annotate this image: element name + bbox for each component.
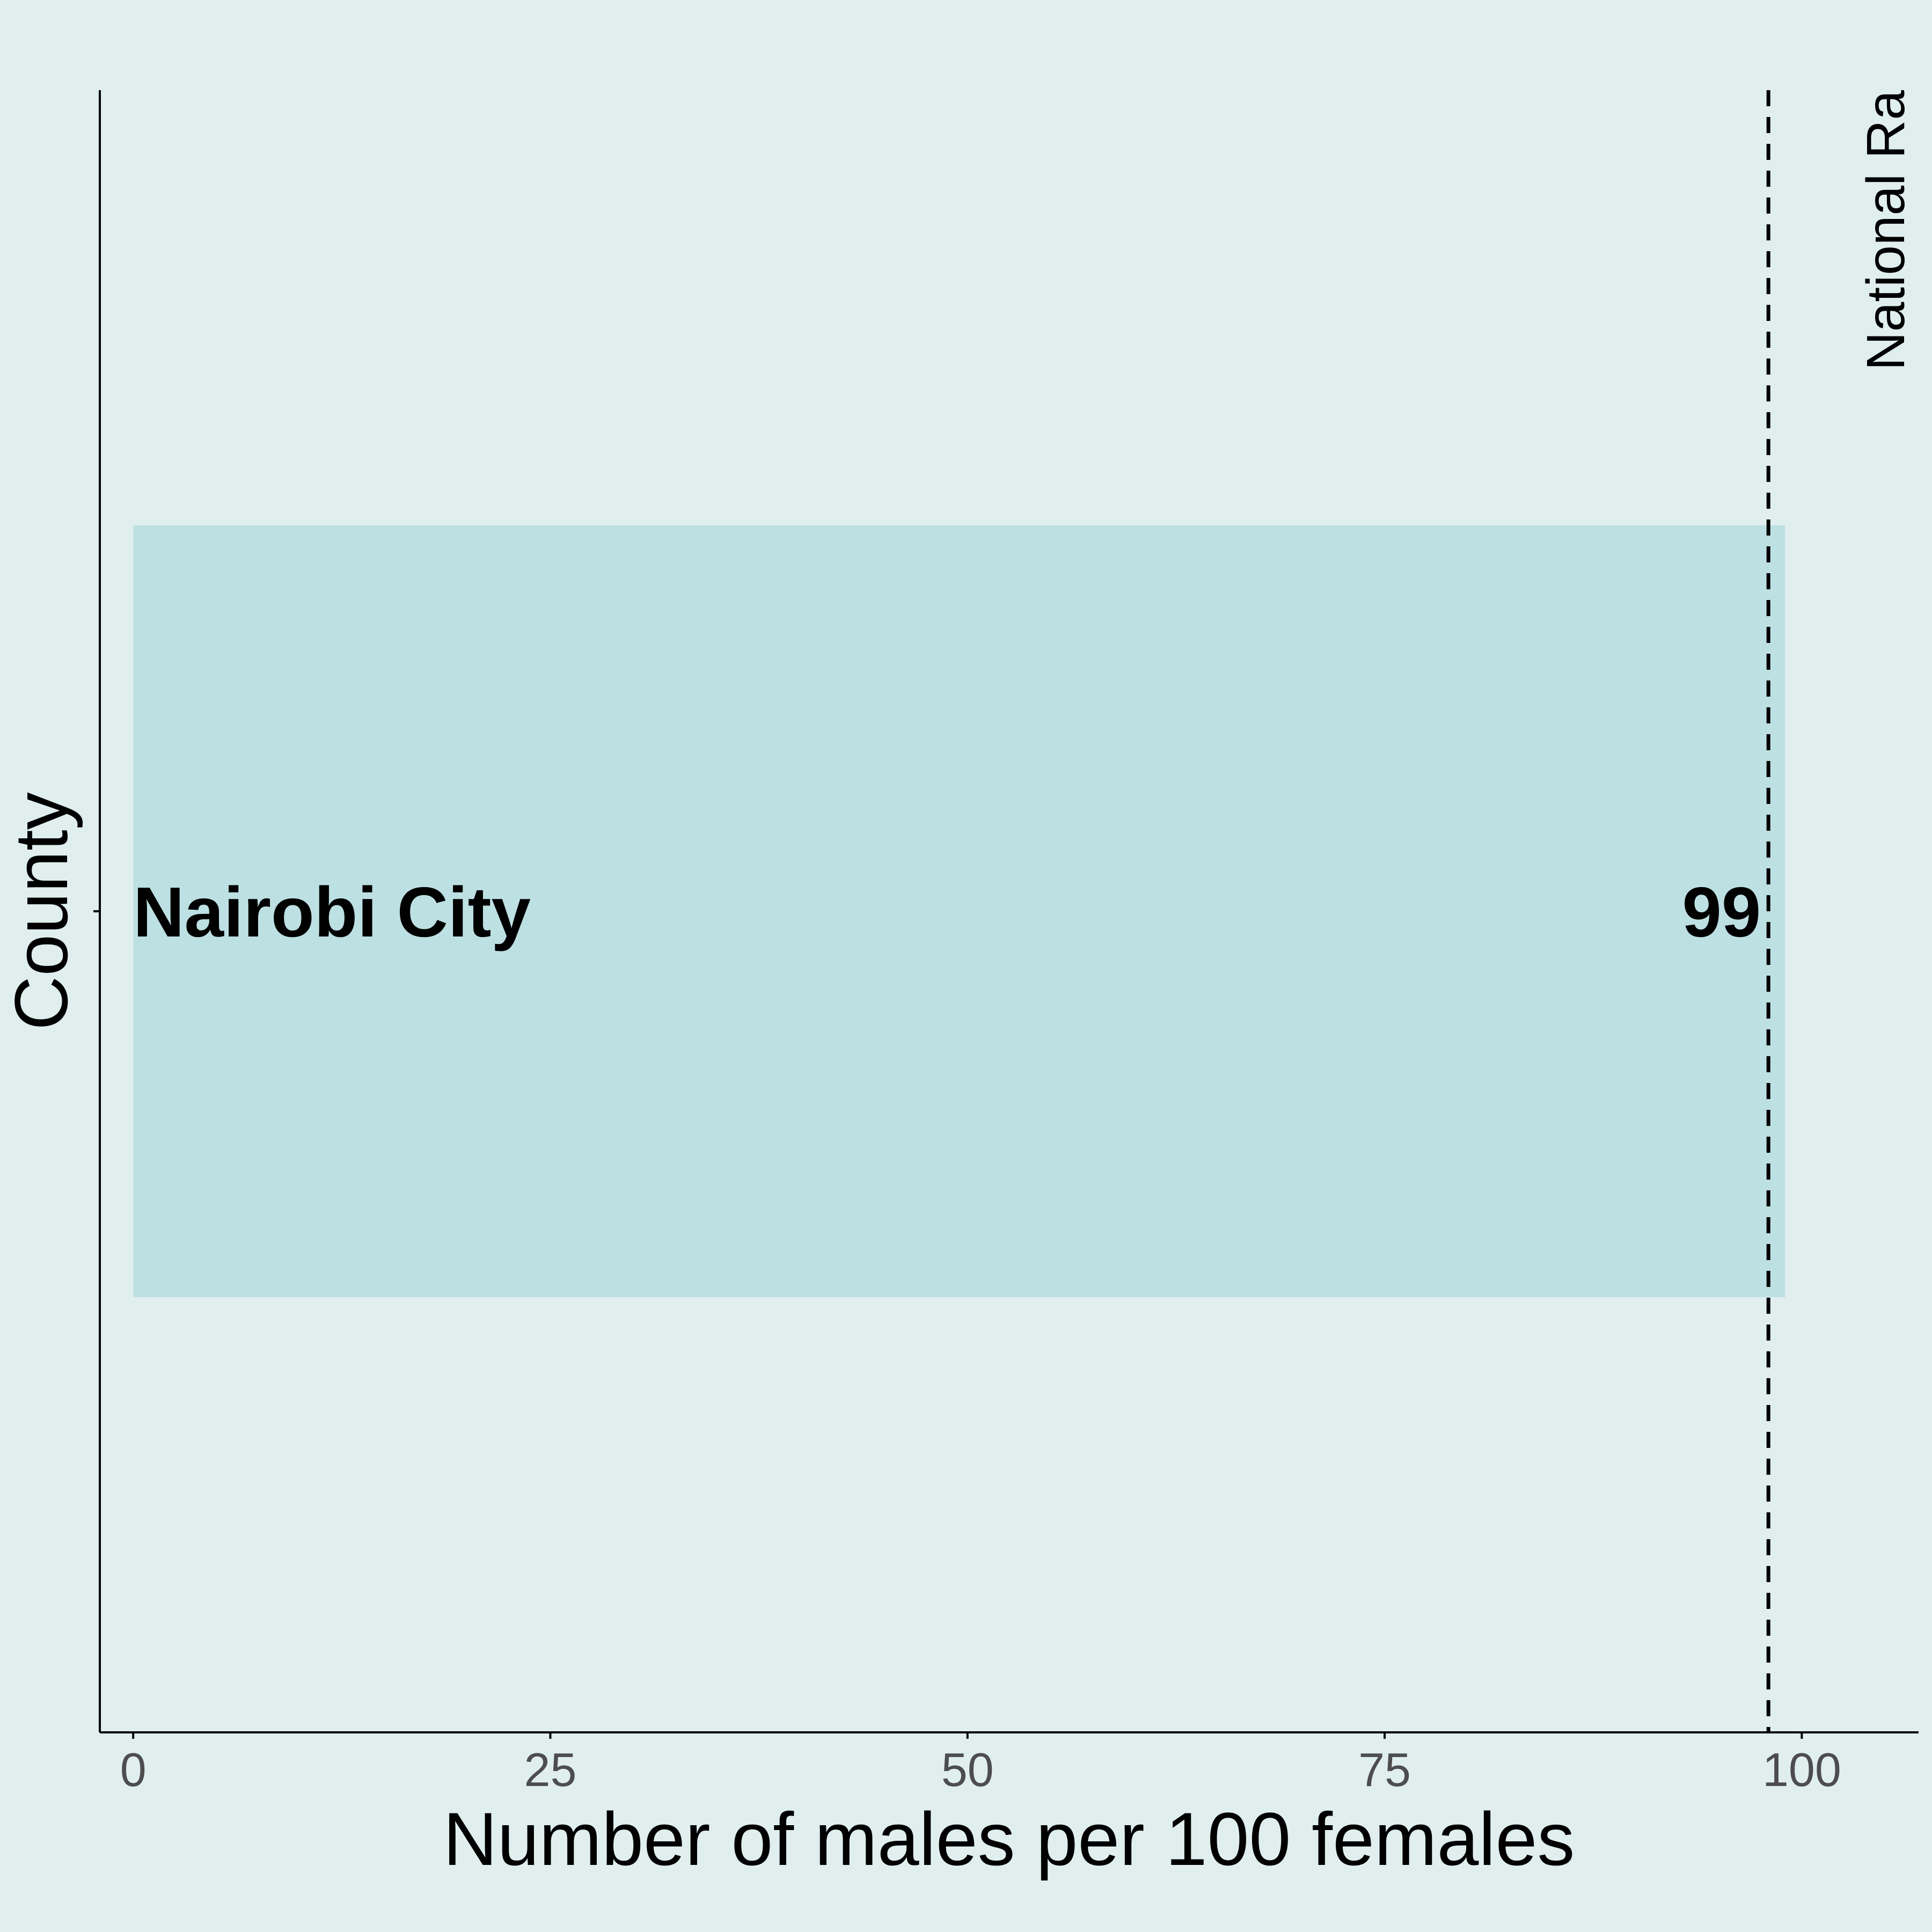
x-axis-title: Number of males per 100 females	[443, 1797, 1575, 1881]
bars-layer: Nairobi City 99	[133, 525, 1785, 1298]
bar-value-label: 99	[1682, 873, 1761, 952]
x-ticks-layer: 0 25 50 75 100	[120, 1732, 1841, 1796]
x-tick-label: 75	[1358, 1743, 1411, 1796]
reference-layer: National Ra	[1766, 90, 1916, 1732]
x-tick-label: 50	[941, 1743, 994, 1796]
y-axis-title: County	[0, 792, 83, 1030]
bar	[133, 525, 1785, 1298]
national-ratio-label: National Ra	[1856, 90, 1916, 371]
bar-category-label: Nairobi City	[133, 873, 531, 952]
x-tick-label: 0	[120, 1743, 147, 1796]
x-tick-label: 100	[1762, 1743, 1841, 1796]
x-tick-label: 25	[524, 1743, 577, 1796]
